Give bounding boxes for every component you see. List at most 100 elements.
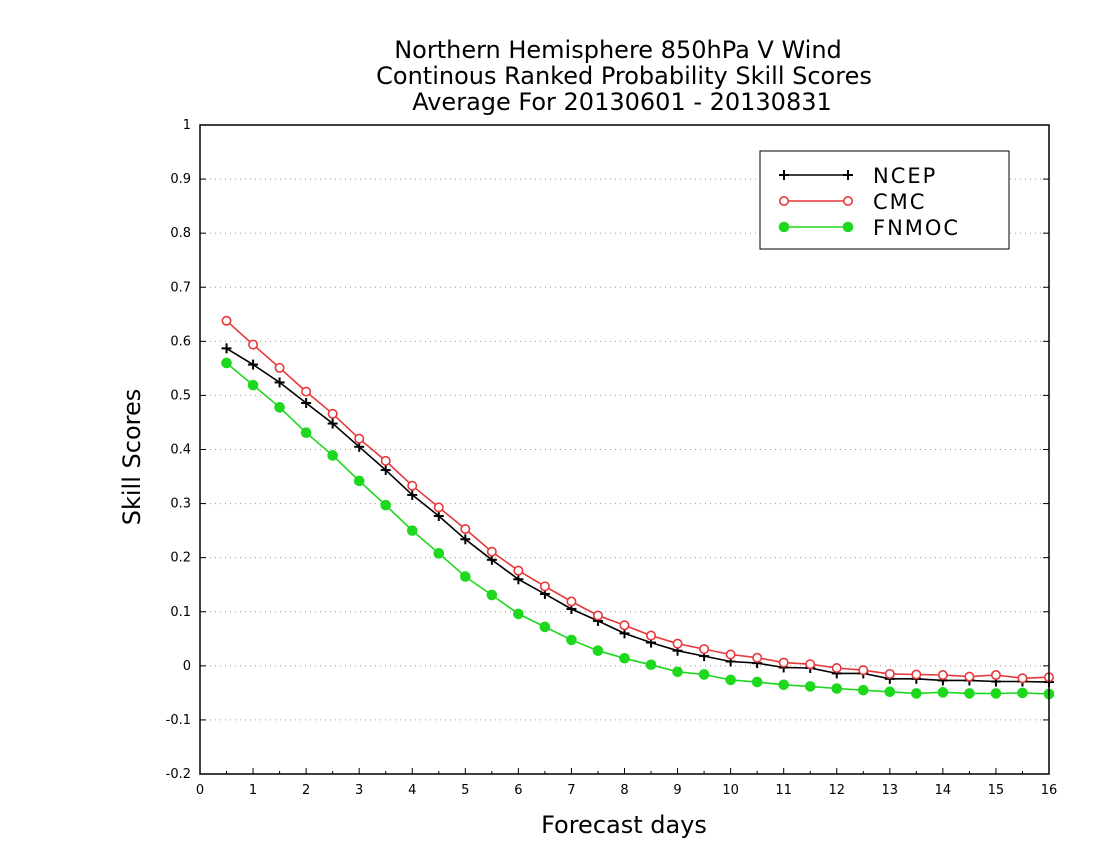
data-point-fnmoc <box>566 634 577 646</box>
data-point-fnmoc <box>513 608 524 620</box>
legend-item-ncep: NCEP <box>779 164 937 188</box>
data-point-cmc <box>380 455 391 466</box>
y-axis-label: Skill Scores <box>118 389 146 526</box>
legend-label: NCEP <box>873 164 937 188</box>
data-point-fnmoc <box>884 686 896 698</box>
data-point-cmc <box>884 668 895 679</box>
y-tick-label: 0.6 <box>170 334 191 349</box>
data-point-fnmoc <box>539 621 551 633</box>
data-point-ncep <box>460 534 471 545</box>
y-tick-label: 0.7 <box>170 280 191 295</box>
series-fnmoc <box>221 357 1055 700</box>
y-tick-label: 0.3 <box>170 497 191 512</box>
x-tick-label: 16 <box>1041 783 1058 798</box>
data-point-fnmoc <box>990 688 1002 699</box>
x-tick-label: 7 <box>567 783 575 798</box>
x-tick-label: 1 <box>249 783 257 798</box>
data-point-fnmoc <box>778 679 789 691</box>
data-point-fnmoc <box>460 571 471 582</box>
data-point-cmc <box>248 339 259 350</box>
x-tick-label: 14 <box>935 783 952 798</box>
legend-item-cmc: CMC <box>778 190 926 214</box>
x-tick-label: 13 <box>882 783 899 798</box>
data-point-fnmoc <box>831 683 843 694</box>
series-cmc <box>221 315 1055 684</box>
data-point-cmc <box>301 386 312 397</box>
legend-label: CMC <box>873 190 926 214</box>
y-tick-label: 0.8 <box>170 226 191 241</box>
data-point-fnmoc <box>857 684 869 696</box>
legend-marker <box>779 170 789 180</box>
chart-title-line-1: Northern Hemisphere 850hPa V Wind <box>394 36 842 64</box>
x-tick-label: 4 <box>408 783 416 798</box>
x-tick-label: 10 <box>722 783 739 798</box>
data-point-ncep <box>301 397 312 408</box>
x-tick-label: 5 <box>461 783 469 798</box>
data-point-cmc <box>592 610 603 621</box>
data-point-fnmoc <box>725 674 736 686</box>
gridlines <box>200 178 1049 721</box>
data-point-fnmoc <box>1017 687 1028 699</box>
y-tick-label: 0.4 <box>170 443 191 458</box>
data-point-fnmoc <box>486 589 498 601</box>
data-point-fnmoc <box>751 676 763 688</box>
data-point-cmc <box>805 659 816 670</box>
data-point-fnmoc <box>353 475 365 487</box>
y-tick-label: 0.1 <box>170 605 191 620</box>
data-point-ncep <box>513 574 524 585</box>
data-point-cmc <box>937 670 948 681</box>
x-tick-label: 0 <box>196 783 204 798</box>
y-tick-label: 0.2 <box>170 551 191 566</box>
data-point-fnmoc <box>247 379 259 391</box>
data-point-cmc <box>566 596 577 607</box>
y-tick-label: 0.5 <box>170 388 191 403</box>
x-tick-label: 11 <box>775 783 792 798</box>
data-point-ncep <box>248 359 259 370</box>
legend-marker <box>843 170 853 180</box>
data-point-ncep <box>407 489 418 500</box>
data-point-ncep <box>274 377 285 388</box>
data-point-cmc <box>725 649 736 660</box>
axis-ticks: -0.2-0.100.10.20.30.40.50.60.70.80.910 1 2… <box>166 118 1058 798</box>
x-tick-label: 3 <box>355 783 363 798</box>
data-point-fnmoc <box>592 645 604 656</box>
legend-marker <box>842 196 853 207</box>
data-point-cmc <box>513 565 524 576</box>
data-point-cmc <box>486 546 497 557</box>
plot-frame <box>199 124 1050 775</box>
series-line-cmc <box>225 320 1050 680</box>
data-point-fnmoc <box>911 688 922 699</box>
x-tick-label: 9 <box>673 783 681 798</box>
data-point-fnmoc <box>645 659 657 671</box>
data-point-cmc <box>433 502 444 513</box>
data-point-fnmoc <box>433 548 445 559</box>
data-point-cmc <box>221 315 232 326</box>
y-tick-label: -0.2 <box>166 767 191 782</box>
data-point-ncep <box>327 418 338 429</box>
data-point-cmc <box>778 657 789 668</box>
data-point-fnmoc <box>300 427 312 439</box>
legend-box <box>759 150 1010 250</box>
data-point-fnmoc <box>380 499 392 511</box>
series-line-fnmoc <box>225 362 1050 695</box>
x-axis-label: Forecast days <box>541 811 707 839</box>
data-point-cmc <box>539 581 550 592</box>
data-point-cmc <box>964 671 975 682</box>
data-point-cmc <box>274 362 285 373</box>
data-point-ncep <box>221 343 232 354</box>
data-point-fnmoc <box>937 687 949 698</box>
x-tick-label: 8 <box>620 783 628 798</box>
data-point-fnmoc <box>327 450 338 461</box>
y-tick-label: 0.9 <box>170 172 191 187</box>
data-point-fnmoc <box>274 402 285 413</box>
data-point-cmc <box>327 408 338 419</box>
x-tick-label: 12 <box>828 783 845 798</box>
data-point-cmc <box>619 620 630 631</box>
data-point-cmc <box>990 670 1001 681</box>
data-point-fnmoc <box>221 357 232 369</box>
legend-marker <box>842 221 854 233</box>
legend-marker <box>778 196 789 207</box>
data-point-cmc <box>858 665 869 676</box>
